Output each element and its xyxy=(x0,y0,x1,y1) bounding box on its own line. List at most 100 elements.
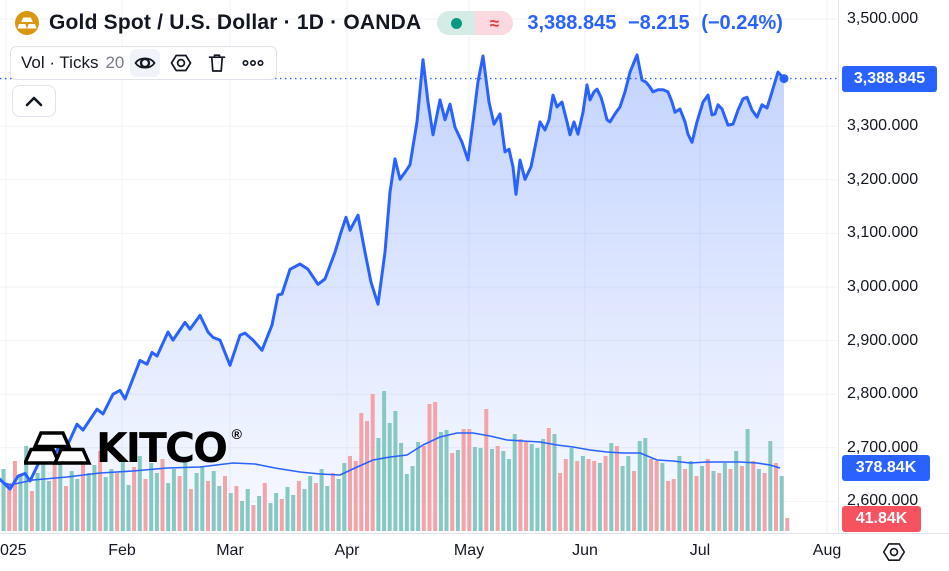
volume-bar xyxy=(217,486,222,531)
volume-bar xyxy=(234,486,239,531)
volume-bar xyxy=(597,463,602,531)
volume-bar xyxy=(370,394,375,531)
volume-bar xyxy=(132,467,137,531)
volume-bar xyxy=(166,483,171,531)
volume-bar xyxy=(705,459,710,531)
volume-bar xyxy=(75,479,80,531)
volume-bar xyxy=(632,471,636,531)
indicator-name[interactable]: Vol · Ticks xyxy=(21,53,99,72)
time-axis-label: Feb xyxy=(108,542,136,559)
volume-bar xyxy=(677,456,682,531)
volume-bar xyxy=(183,461,188,531)
volume-bar xyxy=(7,483,12,531)
price-tick-label: 3,000.000 xyxy=(847,278,919,295)
volume-bar xyxy=(683,469,688,531)
volume-bar xyxy=(416,442,421,531)
price-tick-label: 3,100.000 xyxy=(847,224,919,242)
axis-settings-button[interactable] xyxy=(877,537,911,567)
volume-bar xyxy=(438,432,443,531)
symbol-logo-gold-icon xyxy=(15,11,39,35)
volume-bar xyxy=(24,446,29,531)
price-readout: 3,388.845 −8.215 (−0.24%) xyxy=(527,12,789,35)
volume-bar xyxy=(717,473,722,531)
volume-bar xyxy=(779,476,784,531)
price-change: −8.215 xyxy=(627,11,690,34)
volume-bar xyxy=(768,441,773,531)
volume-bar xyxy=(728,469,733,531)
volume-bar xyxy=(427,404,432,531)
volume-bar xyxy=(688,461,693,531)
volume-bar xyxy=(586,459,591,531)
volume-bar xyxy=(734,451,739,531)
volume-bar xyxy=(722,463,727,531)
volume-bar xyxy=(785,518,790,531)
delete-button[interactable] xyxy=(202,49,232,77)
volume-bar xyxy=(279,499,284,531)
volume-bar xyxy=(313,483,318,531)
volume-bar xyxy=(671,479,676,531)
volume-bar xyxy=(660,463,665,531)
volume-bar xyxy=(69,471,74,531)
chevron-up-icon xyxy=(25,96,43,107)
volume-bar xyxy=(751,461,756,531)
delayed-data-indicator[interactable]: ≈ xyxy=(475,11,514,35)
volume-bar xyxy=(115,473,120,531)
price-tick-label: 2,700.000 xyxy=(847,438,919,456)
price-area-fill xyxy=(0,54,784,532)
symbol-title[interactable]: Gold Spot / U.S. Dollar · 1D · OANDA xyxy=(49,11,422,34)
volume-indicator-toolbar: Vol · Ticks 20 xyxy=(10,46,278,80)
time-axis-label: 025 xyxy=(0,542,27,559)
volume-ma-line xyxy=(0,432,781,486)
volume-bar xyxy=(501,451,506,531)
market-open-indicator[interactable] xyxy=(437,11,476,35)
time-axis[interactable]: 025 Feb Mar Apr May Jun Jul Aug xyxy=(0,533,949,571)
time-axis-label: Jul xyxy=(689,542,711,559)
volume-bar xyxy=(404,474,409,531)
volume-bar xyxy=(228,493,233,531)
volume-bar xyxy=(558,473,563,531)
volume-bar xyxy=(359,413,364,531)
volume-bar xyxy=(325,486,330,531)
volume-bar xyxy=(614,446,619,531)
chart-canvas[interactable] xyxy=(0,0,837,533)
price-polyline xyxy=(0,53,786,491)
visibility-button[interactable] xyxy=(130,49,161,77)
volume-bar xyxy=(603,456,608,531)
trash-icon xyxy=(209,54,226,72)
hexagon-settings-icon xyxy=(882,543,906,561)
volume-bar xyxy=(433,402,438,531)
volume-bar xyxy=(467,429,472,531)
volume-bar xyxy=(575,461,580,531)
more-options-button[interactable] xyxy=(238,49,268,77)
volume-bar xyxy=(745,429,750,531)
volume-bar xyxy=(490,449,494,531)
volume-bar xyxy=(1,469,6,531)
price-tick-label: 3,500.000 xyxy=(847,10,919,27)
volume-bar xyxy=(160,459,165,531)
volume-bar xyxy=(410,466,415,531)
volume-bar xyxy=(529,444,534,531)
volume-bar xyxy=(296,481,301,531)
volume-bar xyxy=(637,441,642,531)
volume-bar xyxy=(382,391,387,531)
volume-bar xyxy=(29,491,34,531)
collapse-legend-button[interactable] xyxy=(12,85,56,117)
volume-bar xyxy=(472,447,477,531)
eye-icon xyxy=(134,57,156,69)
volume-bar xyxy=(285,487,290,531)
legend: Gold Spot / U.S. Dollar · 1D · OANDA ≈ 3… xyxy=(14,10,789,36)
volume-bar xyxy=(643,438,648,531)
volume-bar xyxy=(330,473,335,531)
volume-bar xyxy=(154,473,159,531)
settings-button[interactable] xyxy=(166,49,196,77)
price-axis[interactable]: 3,388.845 378.84K 41.84K 3,500.000 3,300.… xyxy=(838,0,949,533)
price-tick-label: 3,300.000 xyxy=(847,117,919,135)
current-price-badge: 3,388.845 xyxy=(842,66,937,92)
volume-bar xyxy=(512,434,517,531)
volume-bar xyxy=(211,471,216,531)
volume-bar xyxy=(444,430,449,531)
volume-bar xyxy=(756,469,761,531)
price-tick-label: 2,800.000 xyxy=(847,385,919,403)
volume-bar xyxy=(524,441,529,531)
volume-bar xyxy=(64,486,68,531)
